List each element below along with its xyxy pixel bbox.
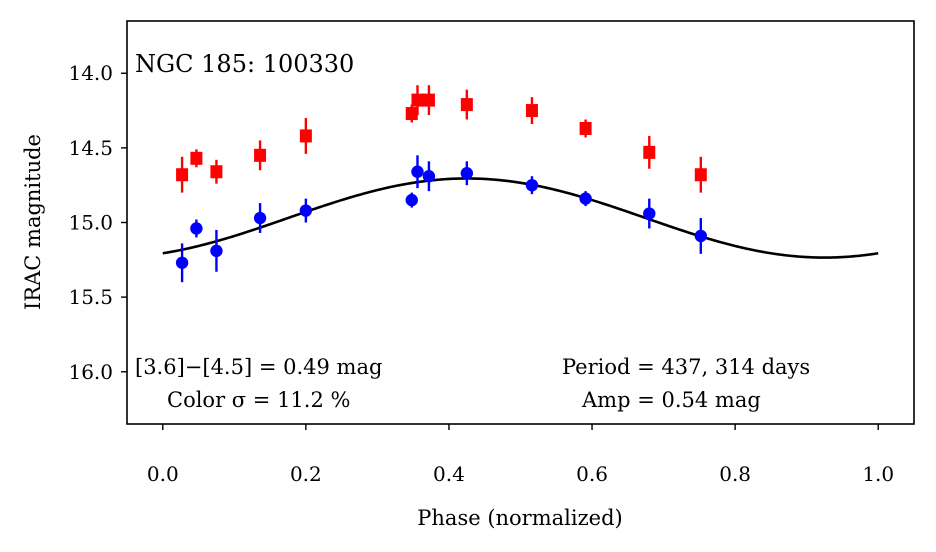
data-point-blue-6 bbox=[411, 165, 424, 178]
x-axis-label: Phase (normalized) bbox=[417, 506, 622, 530]
y-tick-label-4: 16.0 bbox=[68, 360, 113, 384]
data-point-blue-10 bbox=[579, 192, 592, 205]
data-point-red-10 bbox=[579, 121, 592, 135]
data-point-blue-11 bbox=[643, 207, 656, 220]
data-point-blue-12 bbox=[694, 229, 707, 243]
data-point-blue-4 bbox=[299, 204, 313, 217]
y-tick-label-2: 15.0 bbox=[68, 211, 113, 235]
x-tick-label-3: 0.6 bbox=[576, 462, 608, 486]
color-sigma-annotation: Color σ = 11.2 % bbox=[167, 388, 350, 412]
period-annotation: Period = 437, 314 days bbox=[562, 355, 810, 379]
x-tick-label-1: 0.2 bbox=[290, 462, 322, 486]
data-point-blue-2 bbox=[210, 244, 223, 258]
data-point-red-8 bbox=[460, 98, 473, 112]
series-4-5-layer bbox=[176, 85, 707, 193]
chart-title: NGC 185: 100330 bbox=[135, 50, 354, 78]
y-tick-label-1: 14.5 bbox=[68, 136, 113, 160]
data-point-blue-0 bbox=[175, 256, 189, 269]
data-point-red-12 bbox=[694, 168, 707, 182]
data-point-blue-8 bbox=[460, 167, 474, 180]
data-point-blue-9 bbox=[525, 178, 539, 192]
y-axis-ticks: 14.0 14.5 15.0 15.5 16.0 bbox=[68, 61, 127, 384]
amplitude-annotation: Amp = 0.54 mag bbox=[581, 388, 761, 412]
data-point-blue-5 bbox=[405, 193, 418, 207]
data-point-red-5 bbox=[405, 107, 418, 121]
data-point-red-9 bbox=[525, 104, 538, 118]
y-axis-label: IRAC magnitude bbox=[21, 134, 45, 310]
y-tick-label-3: 15.5 bbox=[68, 285, 113, 309]
x-tick-label-5: 1.0 bbox=[862, 462, 894, 486]
model-curve-layer bbox=[162, 177, 879, 259]
model-curve-line bbox=[162, 177, 879, 259]
data-point-blue-7 bbox=[422, 170, 436, 183]
data-point-blue-3 bbox=[253, 211, 267, 225]
data-point-red-3 bbox=[254, 148, 267, 162]
x-tick-label-0: 0.0 bbox=[147, 462, 179, 486]
data-point-red-0 bbox=[176, 168, 189, 182]
x-tick-label-2: 0.4 bbox=[433, 462, 465, 486]
x-tick-label-4: 0.8 bbox=[719, 462, 751, 486]
data-point-blue-1 bbox=[190, 222, 203, 235]
y-tick-label-0: 14.0 bbox=[68, 61, 113, 85]
data-point-red-11 bbox=[643, 145, 656, 159]
series-3-6-layer bbox=[175, 155, 707, 283]
data-point-red-7 bbox=[422, 93, 435, 107]
data-point-red-1 bbox=[190, 151, 203, 165]
color-annotation: [3.6]−[4.5] = 0.49 mag bbox=[135, 355, 382, 379]
data-point-red-6 bbox=[411, 93, 424, 107]
data-point-red-2 bbox=[210, 165, 223, 179]
data-point-red-4 bbox=[299, 129, 312, 143]
x-axis-ticks: 0.0 0.2 0.4 0.6 0.8 1.0 bbox=[147, 424, 894, 486]
